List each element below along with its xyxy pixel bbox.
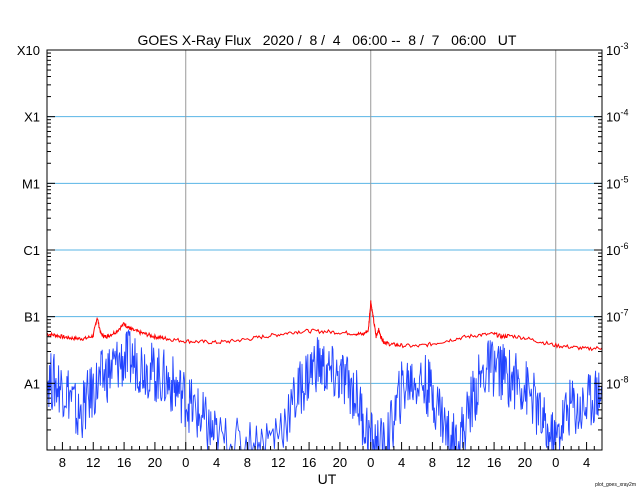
flare-class-label: B1 (24, 310, 40, 325)
flare-class-label: A1 (24, 376, 40, 391)
x-tick-label: 20 (148, 455, 162, 470)
flux-tick-label: 10-3 (606, 41, 628, 58)
y-minor-ticks (47, 52, 602, 451)
flare-class-label: C1 (23, 243, 40, 258)
short-channel-series (46, 328, 603, 451)
x-tick-label: 20 (333, 455, 347, 470)
flux-tick-label: 10-4 (606, 108, 628, 125)
long-channel-series (46, 300, 603, 352)
footnote: plot_goes_xray2m (595, 482, 636, 488)
x-tick-label: 0 (182, 455, 189, 470)
x-tick-label: 0 (552, 455, 559, 470)
x-axis-ticks: 8 12 16 20 0 4 8 12 16 20 0 4 8 12 16 20 0 4 (54, 442, 595, 470)
x-axis-label: UT (318, 471, 337, 487)
x-tick-label: 0 (367, 455, 374, 470)
flare-class-label: X1 (24, 110, 40, 125)
x-tick-label: 4 (398, 455, 405, 470)
x-tick-label: 20 (518, 455, 532, 470)
chart-title: GOES X-Ray Flux 2020 / 8 / 4 06:00 -- 8 … (138, 32, 517, 48)
x-tick-label: 4 (583, 455, 590, 470)
flare-class-labels: X10 X1 M1 C1 B1 A1 (17, 43, 40, 391)
flux-tick-label: 10-8 (606, 374, 628, 391)
flare-class-label: X10 (17, 43, 40, 58)
x-tick-label: 16 (487, 455, 501, 470)
flare-class-label: M1 (22, 176, 40, 191)
x-tick-label: 4 (213, 455, 220, 470)
day-boundary-lines (185, 50, 557, 450)
x-tick-label: 12 (271, 455, 285, 470)
flux-tick-label: 10-5 (606, 174, 628, 191)
flux-tick-labels: 10-3 10-4 10-5 10-6 10-7 10-8 (606, 41, 628, 391)
x-tick-label: 8 (244, 455, 251, 470)
x-tick-label: 16 (117, 455, 131, 470)
x-tick-label: 8 (59, 455, 66, 470)
flux-series (46, 300, 603, 451)
x-tick-label: 8 (429, 455, 436, 470)
x-tick-label: 12 (456, 455, 470, 470)
flux-tick-label: 10-7 (606, 308, 628, 325)
x-tick-label: 12 (86, 455, 100, 470)
flux-tick-label: 10-6 (606, 241, 628, 258)
x-tick-label: 16 (302, 455, 316, 470)
